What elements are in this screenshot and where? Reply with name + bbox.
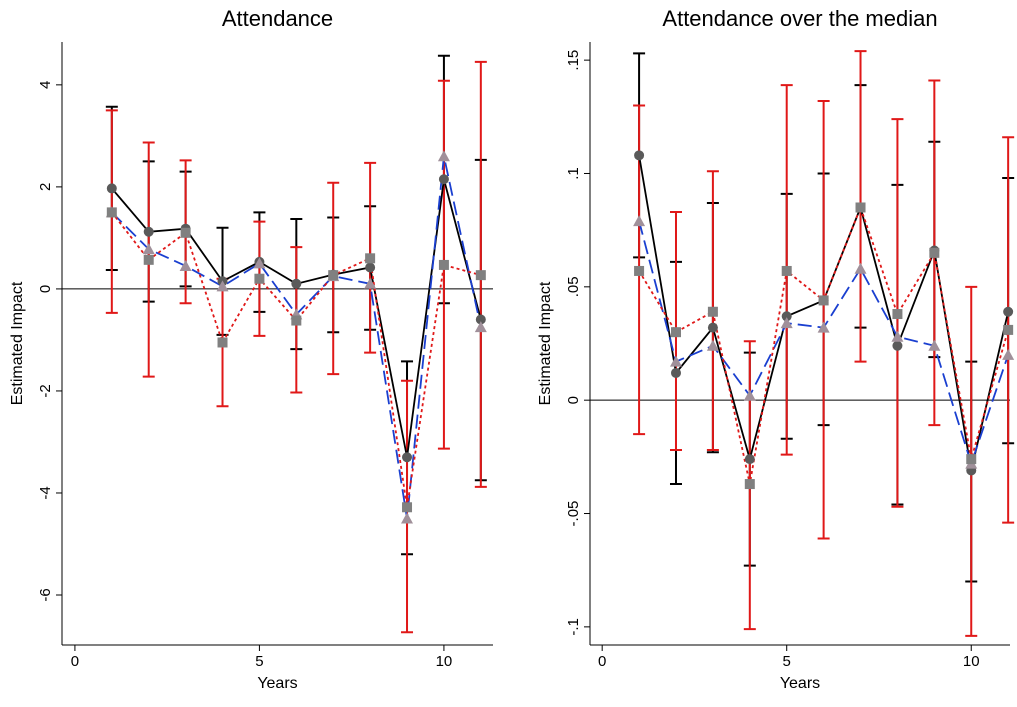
y-axis-label: Estimated Impact: [537, 281, 554, 405]
point: [474, 321, 487, 333]
point: [929, 247, 940, 258]
point: [328, 270, 339, 281]
point: [854, 262, 867, 274]
y-tick-label: -.1: [565, 618, 582, 636]
point: [634, 150, 645, 161]
point: [707, 322, 718, 333]
y-tick-label: 4: [37, 81, 54, 89]
point: [216, 280, 229, 292]
x-tick-label: 5: [255, 653, 263, 670]
point: [438, 259, 449, 270]
point: [402, 502, 413, 513]
point: [744, 454, 755, 465]
error-bar: [817, 99, 830, 540]
y-tick-label: -.05: [565, 501, 582, 527]
point: [437, 150, 450, 162]
y-tick-label: -6: [37, 588, 54, 601]
y-tick-label: 0: [565, 396, 582, 404]
y-tick-label: .15: [565, 50, 582, 71]
point: [365, 262, 376, 273]
point: [818, 295, 829, 306]
point: [670, 327, 681, 338]
point: [1002, 348, 1015, 360]
point: [1003, 306, 1014, 317]
point: [928, 339, 941, 351]
point: [364, 277, 377, 289]
point: [670, 367, 681, 378]
point: [706, 339, 719, 351]
point: [179, 259, 192, 271]
point: [780, 317, 793, 329]
point: [744, 479, 755, 490]
point: [475, 314, 486, 325]
point: [180, 227, 191, 238]
point: [966, 454, 977, 465]
panel-title: Attendance over the median: [662, 6, 937, 31]
point: [817, 321, 830, 333]
point: [143, 254, 154, 265]
point: [781, 265, 792, 276]
y-tick-label: 0: [37, 285, 54, 293]
point: [892, 309, 903, 320]
point: [855, 202, 866, 213]
panel: Attendance -6 -4 -2 0 2 4 0 5 10 Years Estimated Im…: [9, 6, 493, 692]
point: [365, 253, 376, 264]
x-axis-label: Years: [780, 675, 820, 692]
y-tick-label: .1: [565, 167, 582, 180]
x-axis-label: Years: [257, 675, 297, 692]
x-tick-label: 0: [71, 653, 79, 670]
point: [402, 452, 413, 463]
point: [781, 311, 792, 322]
x-tick-label: 10: [436, 653, 453, 670]
point: [707, 306, 718, 317]
point: [106, 183, 117, 194]
point: [475, 270, 486, 281]
point: [142, 243, 155, 255]
y-axis-label: Estimated Impact: [9, 281, 26, 405]
point: [253, 257, 266, 269]
point: [438, 174, 449, 185]
point: [401, 512, 414, 524]
y-tick-label: 2: [37, 183, 54, 191]
point: [291, 278, 302, 289]
point: [669, 355, 682, 367]
series-line: [111, 211, 482, 508]
y-tick-label: .05: [565, 276, 582, 297]
point: [1003, 324, 1014, 335]
point: [254, 273, 265, 284]
point: [891, 330, 904, 342]
point: [106, 207, 117, 218]
panel-title: Attendance: [222, 6, 333, 31]
x-tick-label: 0: [598, 653, 606, 670]
point: [634, 265, 645, 276]
y-tick-label: -2: [37, 384, 54, 397]
x-tick-label: 5: [783, 653, 791, 670]
point: [633, 215, 646, 227]
y-tick-label: -4: [37, 486, 54, 499]
x-tick-label: 10: [963, 653, 980, 670]
point: [743, 389, 756, 401]
point: [217, 337, 228, 348]
panel: Attendance over the median -.1 -.05 0 .05 .1.…: [537, 6, 1015, 692]
point: [291, 315, 302, 326]
point: [892, 340, 903, 351]
point: [143, 226, 154, 237]
